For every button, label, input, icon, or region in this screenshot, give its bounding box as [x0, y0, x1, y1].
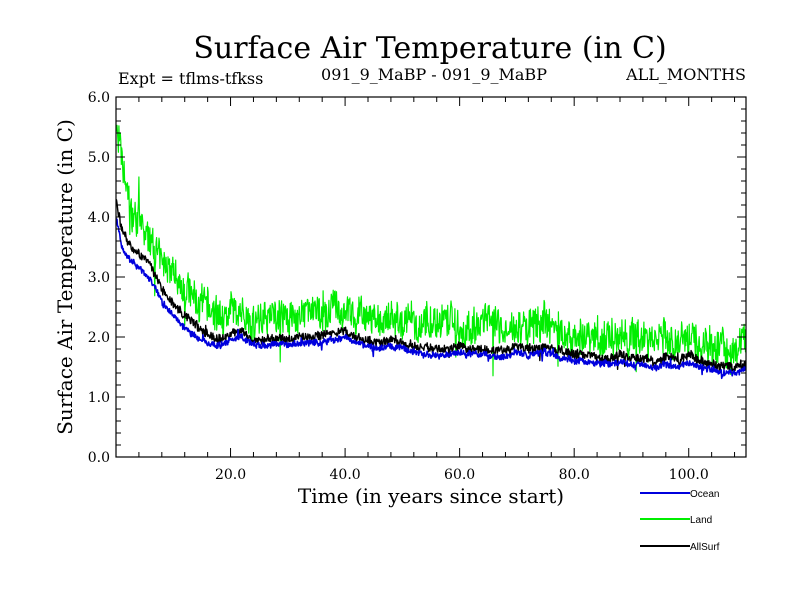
x-tick-label: 60.0: [444, 467, 475, 483]
series-layer: [116, 124, 746, 380]
ticks-layer: 0.0 1.0 2.0 3.0 4.0 5.0 6.0 20.0 40.0 60.0 80.0 100…: [88, 90, 746, 483]
y-tick-label: 4.0: [88, 210, 110, 226]
x-tick-label: 40.0: [330, 467, 361, 483]
x-tick-label: 20.0: [215, 467, 246, 483]
y-tick-label: 1.0: [88, 390, 110, 406]
plot-frame: [115, 96, 747, 458]
series-ocean: [116, 217, 746, 380]
legend: Ocean Land AllSurf: [640, 489, 720, 553]
legend-label-ocean: Ocean: [690, 489, 719, 500]
months-label: ALL_MONTHS: [625, 65, 746, 84]
experiment-label: Expt = tflms-tfkss: [118, 69, 263, 88]
y-tick-label: 0.0: [88, 450, 110, 466]
y-axis-label: Surface Air Temperature (in C): [53, 119, 77, 435]
y-tick-label: 2.0: [88, 330, 110, 346]
y-tick-label: 5.0: [88, 150, 110, 166]
series-allsurf: [116, 199, 746, 374]
y-tick-label: 6.0: [88, 90, 110, 106]
chart-title: Surface Air Temperature (in C): [193, 31, 666, 66]
x-axis-label: Time (in years since start): [298, 484, 564, 508]
series-land: [116, 124, 746, 377]
y-tick-label: 3.0: [88, 270, 110, 286]
legend-label-land: Land: [690, 515, 712, 526]
x-tick-label: 80.0: [559, 467, 590, 483]
period-label: 091_9_MaBP - 091_9_MaBP: [321, 65, 547, 84]
x-tick-label: 100.0: [669, 467, 709, 483]
legend-label-allsurf: AllSurf: [690, 542, 720, 553]
